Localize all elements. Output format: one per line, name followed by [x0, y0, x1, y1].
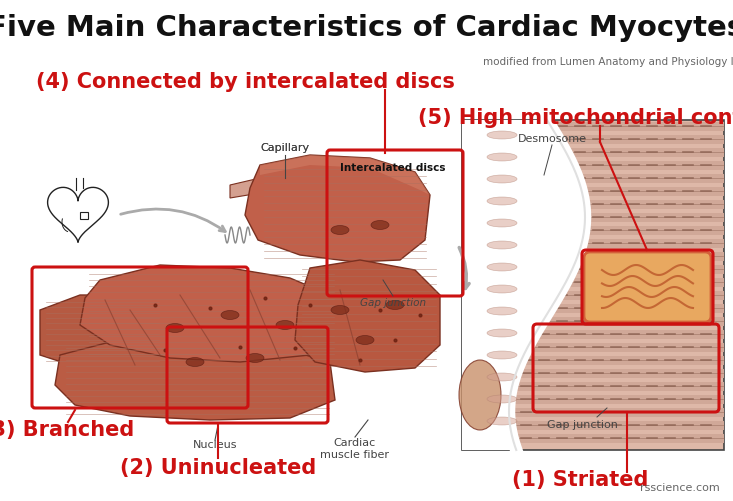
- Ellipse shape: [371, 220, 389, 229]
- Text: modified from Lumen Anatomy and Physiology I: modified from Lumen Anatomy and Physiolo…: [483, 57, 733, 67]
- Text: Nucleus: Nucleus: [193, 440, 237, 450]
- Ellipse shape: [487, 175, 517, 183]
- Ellipse shape: [166, 324, 184, 333]
- Ellipse shape: [331, 306, 349, 315]
- Bar: [462, 213, 724, 222]
- Polygon shape: [80, 265, 340, 362]
- Text: (3) Branched: (3) Branched: [0, 420, 134, 440]
- Ellipse shape: [459, 360, 501, 430]
- Bar: [462, 369, 724, 378]
- Bar: [462, 278, 724, 287]
- Polygon shape: [40, 295, 165, 368]
- Ellipse shape: [487, 351, 517, 359]
- Ellipse shape: [487, 395, 517, 403]
- Text: (2) Uninucleated: (2) Uninucleated: [120, 458, 316, 478]
- Ellipse shape: [386, 301, 404, 310]
- Text: Gap junction: Gap junction: [547, 420, 617, 430]
- Text: Capillary: Capillary: [260, 143, 309, 153]
- Bar: [80, 212, 88, 219]
- Ellipse shape: [487, 417, 517, 425]
- Polygon shape: [260, 155, 430, 195]
- Bar: [462, 330, 724, 339]
- Text: Cardiac
muscle fiber: Cardiac muscle fiber: [320, 438, 389, 459]
- Bar: [462, 382, 724, 391]
- Ellipse shape: [487, 285, 517, 293]
- Bar: [462, 122, 724, 131]
- Ellipse shape: [487, 153, 517, 161]
- Text: Five Main Characteristics of Cardiac Myocytes: Five Main Characteristics of Cardiac Myo…: [0, 14, 733, 42]
- Bar: [462, 226, 724, 235]
- Bar: [462, 135, 724, 144]
- Ellipse shape: [487, 219, 517, 227]
- Ellipse shape: [331, 225, 349, 234]
- Ellipse shape: [487, 329, 517, 337]
- Ellipse shape: [246, 354, 264, 363]
- Text: Capillary: Capillary: [260, 143, 309, 153]
- Bar: [462, 408, 724, 417]
- Polygon shape: [245, 155, 430, 262]
- Bar: [462, 317, 724, 326]
- Ellipse shape: [221, 311, 239, 320]
- Text: Intercalated discs: Intercalated discs: [340, 163, 446, 173]
- Text: (4) Connected by intercalated discs: (4) Connected by intercalated discs: [36, 72, 454, 92]
- Ellipse shape: [487, 263, 517, 271]
- Bar: [462, 434, 724, 443]
- Polygon shape: [230, 178, 340, 200]
- Bar: [462, 252, 724, 261]
- Bar: [462, 161, 724, 170]
- Polygon shape: [295, 260, 440, 372]
- Bar: [462, 343, 724, 352]
- Ellipse shape: [487, 373, 517, 381]
- Ellipse shape: [487, 197, 517, 205]
- Ellipse shape: [487, 241, 517, 249]
- Bar: [462, 304, 724, 313]
- Ellipse shape: [186, 358, 204, 367]
- Bar: [462, 421, 724, 430]
- Bar: [462, 291, 724, 300]
- Bar: [462, 148, 724, 157]
- Bar: [462, 239, 724, 248]
- Bar: [462, 187, 724, 196]
- Bar: [462, 174, 724, 183]
- FancyBboxPatch shape: [584, 252, 711, 322]
- Polygon shape: [55, 340, 335, 420]
- Bar: [462, 200, 724, 209]
- Bar: [462, 356, 724, 365]
- Ellipse shape: [487, 131, 517, 139]
- Text: Desmosome: Desmosome: [517, 134, 586, 144]
- Text: (5) High mitochondrial content: (5) High mitochondrial content: [419, 108, 733, 128]
- Text: Gap junction: Gap junction: [360, 298, 426, 308]
- Text: rsscience.com: rsscience.com: [640, 483, 720, 493]
- Bar: [462, 265, 724, 274]
- Text: (1) Striated: (1) Striated: [512, 470, 648, 490]
- Ellipse shape: [356, 336, 374, 345]
- Ellipse shape: [276, 321, 294, 330]
- Bar: [462, 395, 724, 404]
- Bar: [462, 120, 724, 450]
- Ellipse shape: [487, 307, 517, 315]
